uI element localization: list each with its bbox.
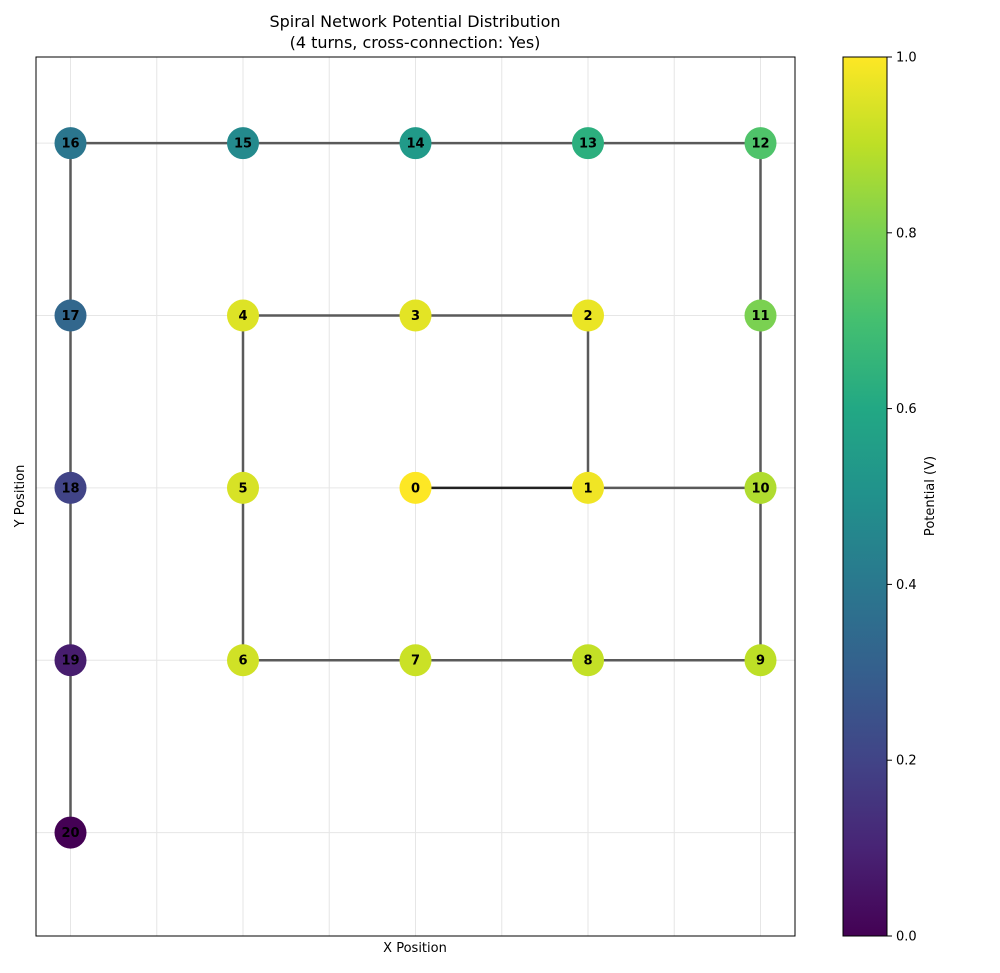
y-axis-label: Y Position bbox=[13, 465, 28, 529]
node-15 bbox=[227, 127, 259, 160]
node-label-0: 0 bbox=[411, 481, 420, 496]
colorbar-tick-label: 0.4 bbox=[896, 578, 917, 593]
node-19 bbox=[54, 644, 87, 677]
node-1 bbox=[572, 471, 604, 504]
colorbar-label: Potential (V) bbox=[923, 456, 938, 536]
node-label-19: 19 bbox=[61, 654, 79, 669]
node-label-12: 12 bbox=[751, 137, 769, 152]
plot-frame bbox=[35, 56, 796, 937]
colorbar-gradient bbox=[842, 56, 888, 937]
node-label-13: 13 bbox=[579, 137, 597, 152]
node-3 bbox=[399, 299, 432, 332]
node-14 bbox=[399, 127, 432, 160]
node-label-20: 20 bbox=[61, 826, 79, 841]
colorbar-tick-label: 0.0 bbox=[896, 930, 917, 945]
node-label-15: 15 bbox=[234, 137, 252, 152]
node-11 bbox=[744, 299, 777, 332]
node-9 bbox=[744, 644, 777, 677]
node-10 bbox=[744, 471, 777, 504]
colorbar-ticks: 0.0 0.2 0.4 0.6 0.8 1.0 bbox=[887, 51, 917, 945]
node-16 bbox=[54, 127, 87, 160]
node-label-8: 8 bbox=[583, 654, 592, 669]
node-4 bbox=[227, 299, 259, 332]
node-7 bbox=[399, 644, 432, 677]
node-17 bbox=[54, 299, 87, 332]
chart-title: Spiral Network Potential Distribution bbox=[269, 12, 560, 31]
node-label-18: 18 bbox=[61, 481, 79, 496]
node-label-7: 7 bbox=[411, 654, 420, 669]
node-label-17: 17 bbox=[61, 309, 79, 324]
node-20 bbox=[54, 816, 87, 849]
node-2 bbox=[572, 299, 604, 332]
colorbar-tick-label: 0.8 bbox=[896, 226, 917, 241]
node-0 bbox=[399, 471, 432, 504]
node-label-10: 10 bbox=[751, 481, 769, 496]
node-8 bbox=[572, 644, 604, 677]
colorbar-tick-label: 0.2 bbox=[896, 754, 917, 769]
node-label-1: 1 bbox=[583, 481, 592, 496]
node-label-4: 4 bbox=[238, 309, 247, 324]
node-label-2: 2 bbox=[583, 309, 592, 324]
node-label-3: 3 bbox=[411, 309, 420, 324]
node-18 bbox=[54, 471, 87, 504]
node-label-6: 6 bbox=[238, 654, 247, 669]
node-label-11: 11 bbox=[751, 309, 769, 324]
colorbar-tick-label: 1.0 bbox=[896, 51, 917, 66]
node-label-14: 14 bbox=[406, 137, 424, 152]
colorbar: 0.0 0.2 0.4 0.6 0.8 1.0 Potential (V) bbox=[842, 51, 938, 945]
node-5 bbox=[227, 471, 259, 504]
x-axis-label: X Position bbox=[383, 941, 447, 956]
colorbar-tick-label: 0.6 bbox=[896, 402, 917, 417]
node-label-5: 5 bbox=[238, 481, 247, 496]
chart-subtitle: (4 turns, cross-connection: Yes) bbox=[290, 33, 541, 52]
network-edges bbox=[69, 141, 762, 833]
node-13 bbox=[572, 127, 604, 160]
node-label-9: 9 bbox=[756, 654, 765, 669]
node-6 bbox=[227, 644, 259, 677]
node-label-16: 16 bbox=[61, 137, 79, 152]
node-12 bbox=[744, 127, 777, 160]
